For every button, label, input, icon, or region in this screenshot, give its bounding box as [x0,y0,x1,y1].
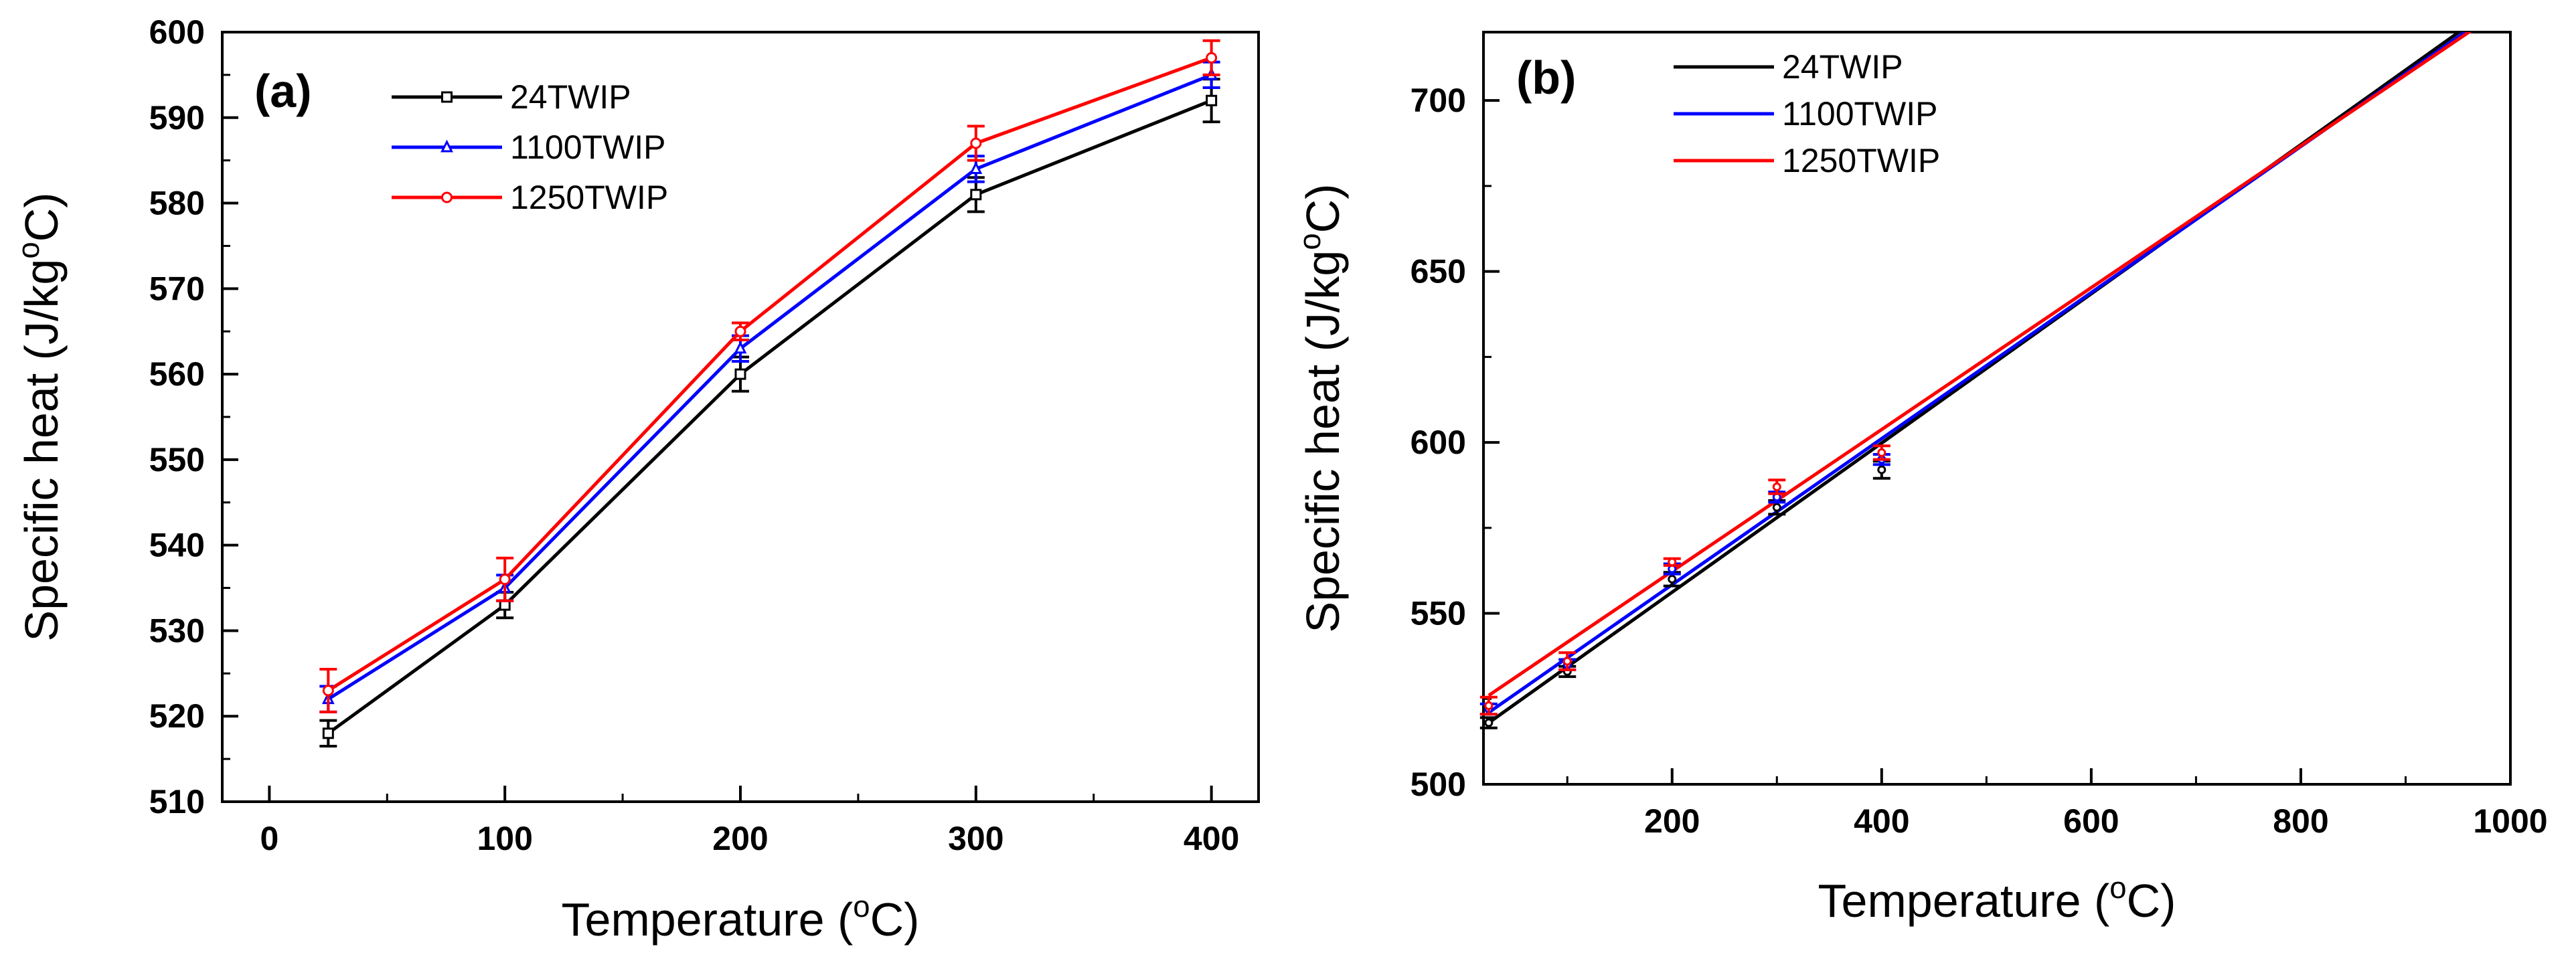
y-tick-label: 700 [1411,82,1466,119]
legend-label-1250TWIP: 1250TWIP [510,179,668,216]
x-tick-label: 300 [948,820,1003,857]
y-tick-label: 540 [149,527,205,564]
y-tick-label: 600 [149,13,205,51]
x-axis-title-text: Temperature ( [562,893,854,946]
x-axis-title: Temperature (oC) [1818,871,2176,927]
data-point [1877,448,1886,457]
legend: 24TWIP 1100TWIP 1250TWIP [1674,48,1940,179]
x-axis-title-unit: C) [2127,875,2176,927]
data-point [1206,94,1218,106]
x-axis-title: Temperature (oC) [562,889,920,946]
data-point [1877,465,1886,474]
legend-label-1100TWIP: 1100TWIP [1782,95,1938,133]
y-axis-title: Specific heat (J/kgoC) [1293,183,1349,632]
data-point [1484,701,1494,710]
fit-lines [1487,32,2472,725]
plot-frame [1482,31,2512,786]
y-axis-title-text: Specific heat (J/kg [1297,250,1349,633]
y-axis-title-degree: o [1293,233,1327,250]
x-tick-label: 400 [1184,820,1239,857]
legend-marker-1100TWIP [440,139,453,153]
y-tick-label: 520 [149,697,205,735]
x-tick-label: 0 [260,820,278,857]
data-point [1484,718,1494,727]
series-24TWIP [319,78,1220,747]
legend-label-24TWIP: 24TWIP [510,78,631,116]
y-axis-title-degree: o [11,242,46,258]
panel-a: 0 100 200 300 400 510 520 530 540 550 560 570 580 590… [11,13,1260,946]
measured-24TWIP [1479,460,1890,729]
data-point [969,161,983,174]
fit-line-1250TWIP [1487,32,2472,697]
data-point [1668,557,1677,567]
data-point [734,325,746,337]
x-tick-label: 200 [1644,802,1700,840]
x-axis-title-degree: o [2109,871,2126,905]
panel-label: (b) [1516,52,1576,104]
x-axis-title-degree: o [853,889,870,923]
y-axis-title-unit: C) [15,192,68,242]
series-1100TWIP [319,60,1220,713]
x-tick-label: 200 [712,820,768,857]
y-tick-label: 560 [149,355,205,393]
x-tick-label: 800 [2273,802,2328,840]
x-tick-label: 600 [2063,802,2119,840]
y-tick-label: 530 [149,612,205,649]
data-point [970,137,982,149]
y-tick-label: 650 [1411,253,1466,290]
legend-label-24TWIP: 24TWIP [1782,48,1903,86]
x-axis-title-text: Temperature ( [1818,875,2110,927]
data-point [1668,574,1677,584]
data-point [499,574,511,586]
y-tick-label: 570 [149,270,205,307]
y-axis-title-text: Specific heat (J/kg [15,259,68,642]
data-point [1562,656,1572,666]
data-point [1772,482,1781,492]
legend-label-1250TWIP: 1250TWIP [1782,142,1940,179]
y-tick-label: 510 [149,783,205,820]
plot-frame [221,31,1260,803]
data-point [1206,52,1218,64]
series-1250TWIP [319,39,1220,713]
legend-marker-24TWIP [441,91,453,103]
y-tick-label: 500 [1411,766,1466,803]
data-point [322,727,334,739]
legend-marker-1250TWIP [441,191,453,203]
x-tick-label: 400 [1854,802,1909,840]
y-tick-label: 550 [149,441,205,478]
legend-label-1100TWIP: 1100TWIP [510,128,666,166]
x-axis-title-unit: C) [870,893,920,946]
panel-label: (a) [254,65,312,117]
measured-1250TWIP [1479,444,1890,716]
x-tick-label: 100 [477,820,532,857]
y-axis-title-unit: C) [1297,183,1349,233]
series-line [327,98,1212,735]
y-tick-label: 580 [149,185,205,222]
panel-b: 200 400 600 800 1000 500 550 600 650 700 Temperatu… [1293,31,2548,927]
data-point [1772,503,1781,512]
data-point [322,685,334,697]
y-tick-label: 590 [149,99,205,137]
legend: 24TWIP 1100TWIP 1250TWIP [392,78,668,216]
y-tick-label: 600 [1411,424,1466,461]
y-tick-label: 550 [1411,595,1466,632]
data-point [734,368,746,380]
data-point [734,341,747,354]
x-tick-label: 1000 [2473,802,2547,840]
y-axis-title: Specific heat (J/kgoC) [11,192,68,641]
data-point [970,189,982,201]
